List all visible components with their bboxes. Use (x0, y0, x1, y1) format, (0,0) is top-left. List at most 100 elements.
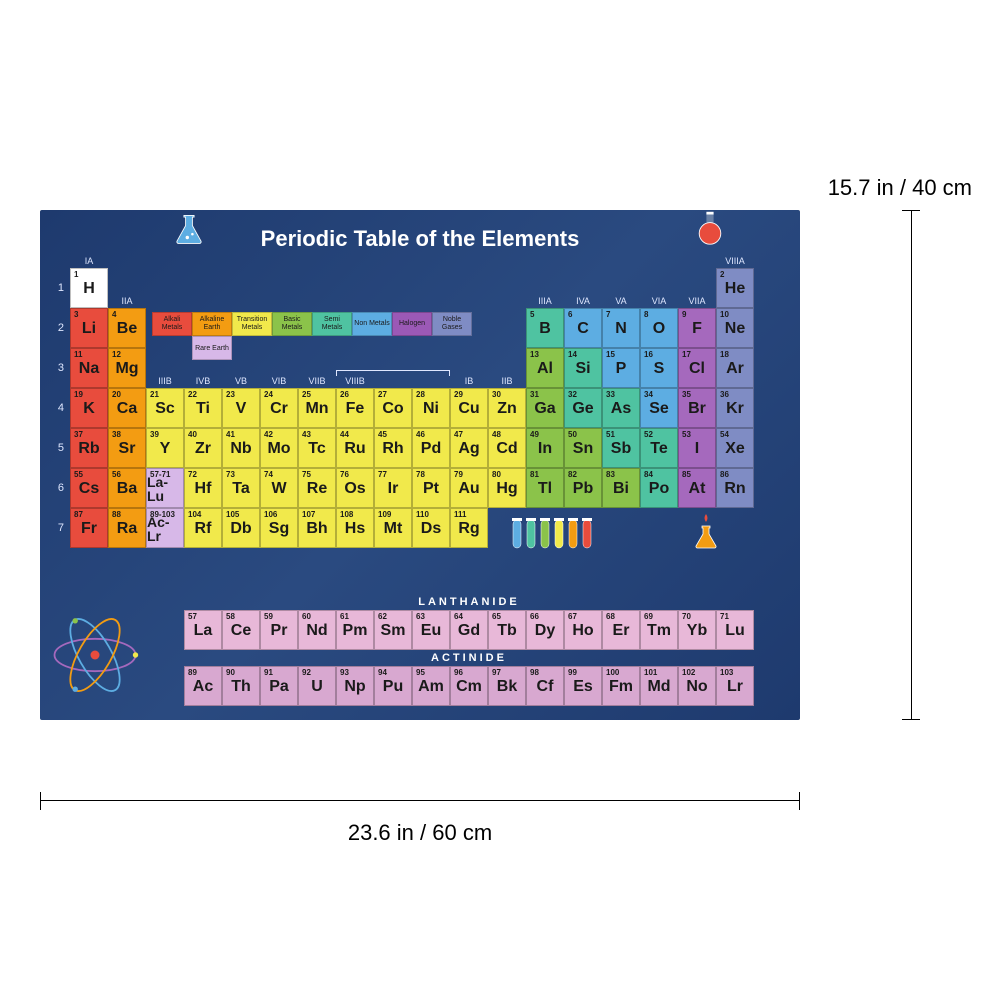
element-cell-Te: 52Te (640, 428, 678, 468)
atomic-number: 36 (720, 390, 729, 399)
element-symbol: Ge (572, 401, 593, 417)
atomic-number: 73 (226, 470, 235, 479)
element-cell-B: 5B (526, 308, 564, 348)
element-cell-Fe: 26Fe (336, 388, 374, 428)
group-label: IIB (488, 376, 526, 386)
element-symbol: Nb (230, 441, 251, 457)
element-cell-Ne: 10Ne (716, 308, 754, 348)
atomic-number: 69 (644, 612, 653, 621)
bunsen-flask-icon (686, 512, 730, 552)
element-cell-Cr: 24Cr (260, 388, 298, 428)
atomic-number: 83 (606, 470, 615, 479)
element-cell-Cm: 96Cm (450, 666, 488, 706)
group-label: IB (450, 376, 488, 386)
atomic-number: 86 (720, 470, 729, 479)
element-symbol: Ba (117, 481, 137, 497)
atomic-number: 24 (264, 390, 273, 399)
element-cell-Es: 99Es (564, 666, 602, 706)
atomic-number: 3 (74, 310, 78, 319)
element-cell-Sn: 50Sn (564, 428, 602, 468)
atomic-number: 57-71 (150, 470, 170, 479)
atomic-number: 56 (112, 470, 121, 479)
atomic-number: 65 (492, 612, 501, 621)
element-symbol: Be (117, 321, 137, 337)
element-cell-Gd: 64Gd (450, 610, 488, 650)
atomic-number: 31 (530, 390, 539, 399)
element-cell-Y: 39Y (146, 428, 184, 468)
atomic-number: 46 (416, 430, 425, 439)
element-cell-P: 15P (602, 348, 640, 388)
element-cell-Ta: 73Ta (222, 468, 260, 508)
element-symbol: Zr (195, 441, 211, 457)
element-cell-Mo: 42Mo (260, 428, 298, 468)
atomic-number: 8 (644, 310, 648, 319)
atomic-number: 101 (644, 668, 657, 677)
element-symbol: Pb (573, 481, 593, 497)
element-symbol: Cu (458, 401, 479, 417)
element-symbol: Cs (79, 481, 99, 497)
element-cell-Bh: 107Bh (298, 508, 336, 548)
atomic-number: 76 (340, 470, 349, 479)
atomic-number: 17 (682, 350, 691, 359)
element-cell-Tm: 69Tm (640, 610, 678, 650)
atomic-number: 14 (568, 350, 577, 359)
group-label: VIIIA (716, 256, 754, 266)
atomic-number: 88 (112, 510, 121, 519)
element-cell-Ba: 56 Ba (108, 468, 146, 508)
atomic-number: 6 (568, 310, 572, 319)
element-symbol: Cd (496, 441, 517, 457)
element-symbol: Ag (458, 441, 479, 457)
atomic-number: 71 (720, 612, 729, 621)
element-symbol: Cl (689, 361, 705, 377)
legend-swatch: Semi Metals (312, 312, 352, 336)
element-symbol: La (194, 623, 213, 639)
width-dimension-label: 23.6 in / 60 cm (40, 820, 800, 846)
atomic-number: 54 (720, 430, 729, 439)
element-symbol: Hg (496, 481, 517, 497)
element-symbol: Pr (271, 623, 288, 639)
element-symbol: Rg (458, 521, 479, 537)
group-label: VIA (640, 296, 678, 306)
element-cell-Am: 95Am (412, 666, 450, 706)
element-cell-Ra: 88Ra (108, 508, 146, 548)
element-symbol: Si (575, 361, 590, 377)
element-cell-Hf: 72 Hf (184, 468, 222, 508)
element-symbol: Nd (306, 623, 327, 639)
atomic-number: 108 (340, 510, 353, 519)
atomic-number: 52 (644, 430, 653, 439)
element-cell-V: 23V (222, 388, 260, 428)
element-symbol: Y (160, 441, 171, 457)
atomic-number: 92 (302, 668, 311, 677)
element-cell-Au: 79Au (450, 468, 488, 508)
atomic-number: 91 (264, 668, 273, 677)
atomic-number: 89-103 (150, 510, 175, 519)
element-cell-Si: 14 Si (564, 348, 602, 388)
element-cell-Sg: 106Sg (260, 508, 298, 548)
atomic-number: 18 (720, 350, 729, 359)
period-label: 6 (52, 482, 64, 494)
legend-swatch: Halogen (392, 312, 432, 336)
period-label: 2 (52, 322, 64, 334)
atomic-number: 84 (644, 470, 653, 479)
atomic-number: 59 (264, 612, 273, 621)
poster-container: Periodic Table of the Elements IAIIAIIIB… (40, 210, 800, 720)
atomic-number: 94 (378, 668, 387, 677)
element-symbol: Se (649, 401, 669, 417)
atomic-number: 79 (454, 470, 463, 479)
legend-swatch: Noble Gases (432, 312, 472, 336)
atomic-number: 29 (454, 390, 463, 399)
element-symbol: Hf (195, 481, 212, 497)
atomic-number: 49 (530, 430, 539, 439)
atomic-number: 72 (188, 470, 197, 479)
element-cell-Fr: 87Fr (70, 508, 108, 548)
element-symbol: Mg (115, 361, 138, 377)
atomic-number: 110 (416, 510, 429, 519)
element-cell-Fm: 100Fm (602, 666, 640, 706)
legend-swatch-rare-earth: Rare Earth (192, 336, 232, 360)
element-cell-Mt: 109Mt (374, 508, 412, 548)
height-dimension-label: 15.7 in / 40 cm (828, 175, 972, 201)
element-cell-Tc: 43Tc (298, 428, 336, 468)
poster-title: Periodic Table of the Elements (56, 226, 784, 252)
group-label: VA (602, 296, 640, 306)
element-symbol: Pt (423, 481, 439, 497)
